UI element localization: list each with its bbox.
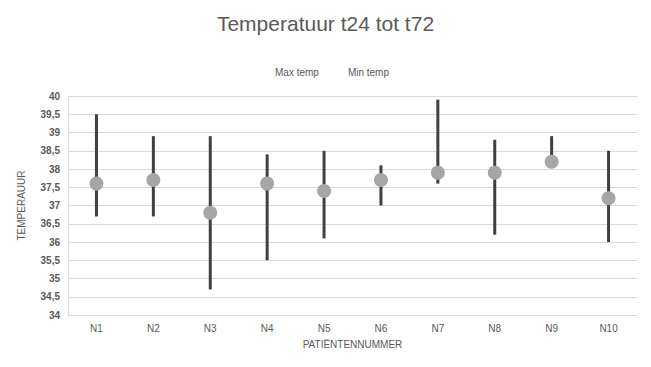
svg-text:N1: N1	[90, 323, 103, 334]
svg-text:PATIËNTENNUMMER: PATIËNTENNUMMER	[303, 339, 403, 350]
svg-text:38: 38	[49, 164, 61, 175]
svg-text:39,5: 39,5	[41, 109, 61, 120]
svg-text:35,5: 35,5	[41, 255, 61, 266]
svg-text:34,5: 34,5	[41, 291, 61, 302]
svg-text:36,5: 36,5	[41, 218, 61, 229]
svg-text:34: 34	[49, 310, 61, 321]
svg-text:N3: N3	[204, 323, 217, 334]
svg-text:N4: N4	[261, 323, 274, 334]
svg-text:Max temp: Max temp	[275, 67, 319, 78]
svg-text:36: 36	[49, 237, 61, 248]
svg-text:40: 40	[49, 91, 61, 102]
svg-text:TEMPERAUUR: TEMPERAUUR	[16, 170, 27, 240]
svg-text:N9: N9	[545, 323, 558, 334]
svg-text:37: 37	[49, 200, 61, 211]
svg-text:35: 35	[49, 273, 61, 284]
svg-text:38,5: 38,5	[41, 145, 61, 156]
svg-text:N6: N6	[375, 323, 388, 334]
svg-text:N10: N10	[599, 323, 618, 334]
svg-text:Temperatuur t24 tot t72: Temperatuur t24 tot t72	[217, 12, 434, 35]
svg-text:N2: N2	[147, 323, 160, 334]
svg-text:N8: N8	[488, 323, 501, 334]
svg-text:Min temp: Min temp	[348, 67, 390, 78]
svg-text:39: 39	[49, 127, 61, 138]
svg-text:N5: N5	[318, 323, 331, 334]
svg-text:37,5: 37,5	[41, 182, 61, 193]
svg-text:N7: N7	[431, 323, 444, 334]
